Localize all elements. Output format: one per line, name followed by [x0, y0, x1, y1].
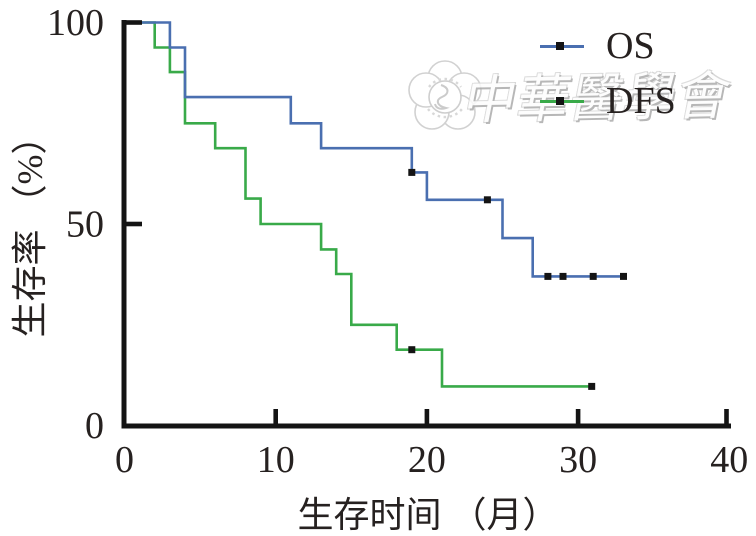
dfs-legend-censor-marker-icon: [556, 96, 564, 105]
x-tick-label: 10: [257, 439, 295, 481]
censor-marks-group: [408, 168, 627, 390]
x-tick: [575, 409, 581, 424]
dfs-censor-mark-icon: [588, 382, 596, 390]
y-axis-title: 生存率 （%）: [10, 118, 50, 338]
os-censor-mark-icon: [544, 272, 552, 280]
dfs-legend-symbol: [540, 79, 584, 123]
legend-item-dfs: DFS: [540, 79, 676, 123]
x-tick: [424, 409, 430, 424]
legend-item-os: OS: [540, 24, 655, 68]
os-legend-symbol: [540, 24, 584, 68]
x-tick-label: 0: [115, 439, 134, 481]
tick-labels-group: 0 50 100 0 10 20 30 40: [47, 2, 748, 481]
dfs-censor-mark-icon: [408, 346, 416, 354]
os-survival-curve: [124, 21, 625, 278]
y-axis-line: [121, 20, 127, 429]
axes-group: [121, 20, 731, 429]
y-tick: [126, 20, 142, 25]
y-tick-label: 100: [47, 2, 104, 44]
dfs-survival-curve: [124, 21, 594, 388]
os-censor-mark-icon: [483, 196, 491, 204]
x-tick-label: 30: [559, 439, 597, 481]
curves-group: [124, 21, 625, 388]
dfs-legend-label: DFS: [606, 80, 676, 122]
os-censor-mark-icon: [408, 168, 416, 176]
x-tick: [724, 409, 729, 424]
os-censor-mark-icon: [559, 272, 567, 280]
y-tick-label: 0: [85, 405, 104, 447]
x-axis-line: [121, 423, 731, 429]
y-tick: [126, 221, 142, 227]
x-tick-label: 20: [408, 439, 446, 481]
y-tick-label: 50: [66, 204, 104, 246]
os-legend-censor-marker-icon: [556, 41, 564, 50]
os-censor-mark-icon: [589, 272, 597, 280]
x-axis-title: 生存时间 （月）: [297, 495, 559, 535]
x-tick-label: 40: [710, 439, 748, 481]
os-legend-label: OS: [606, 25, 655, 67]
x-tick: [273, 409, 278, 424]
os-censor-mark-icon: [620, 272, 627, 280]
